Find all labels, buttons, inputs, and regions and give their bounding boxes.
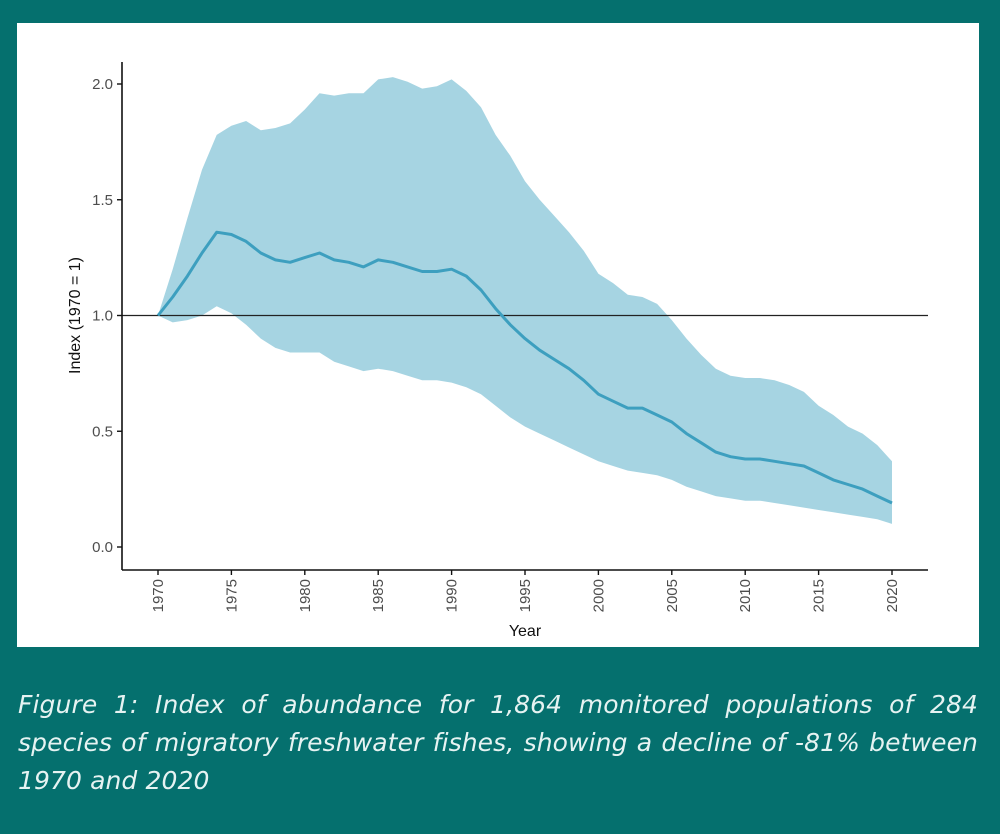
y-tick-label: 2.0	[92, 76, 113, 93]
y-tick-label: 0.0	[92, 539, 113, 556]
x-tick-label: 1970	[150, 579, 167, 612]
x-tick-label: 2000	[590, 579, 607, 612]
x-tick-label: 2005	[664, 579, 681, 612]
x-tick-label: 2015	[811, 579, 828, 612]
confidence-band	[158, 77, 892, 524]
x-tick-label: 2020	[884, 579, 901, 612]
x-axis-title: Year	[509, 623, 542, 640]
x-tick-label: 1990	[444, 579, 461, 612]
x-tick-label: 2010	[737, 579, 754, 612]
x-tick-label: 1995	[517, 579, 534, 612]
x-tick-label: 1980	[297, 579, 314, 612]
figure-caption: Figure 1: Index of abundance for 1,864 m…	[18, 690, 978, 795]
y-axis-title: Index (1970 = 1)	[67, 257, 84, 374]
y-tick-label: 1.5	[92, 192, 113, 209]
y-tick-label: 0.5	[92, 423, 113, 440]
index-line	[156, 230, 893, 505]
y-tick-label: 1.0	[92, 308, 113, 325]
x-tick-label: 1985	[370, 579, 387, 612]
x-tick-label: 1975	[223, 579, 240, 612]
